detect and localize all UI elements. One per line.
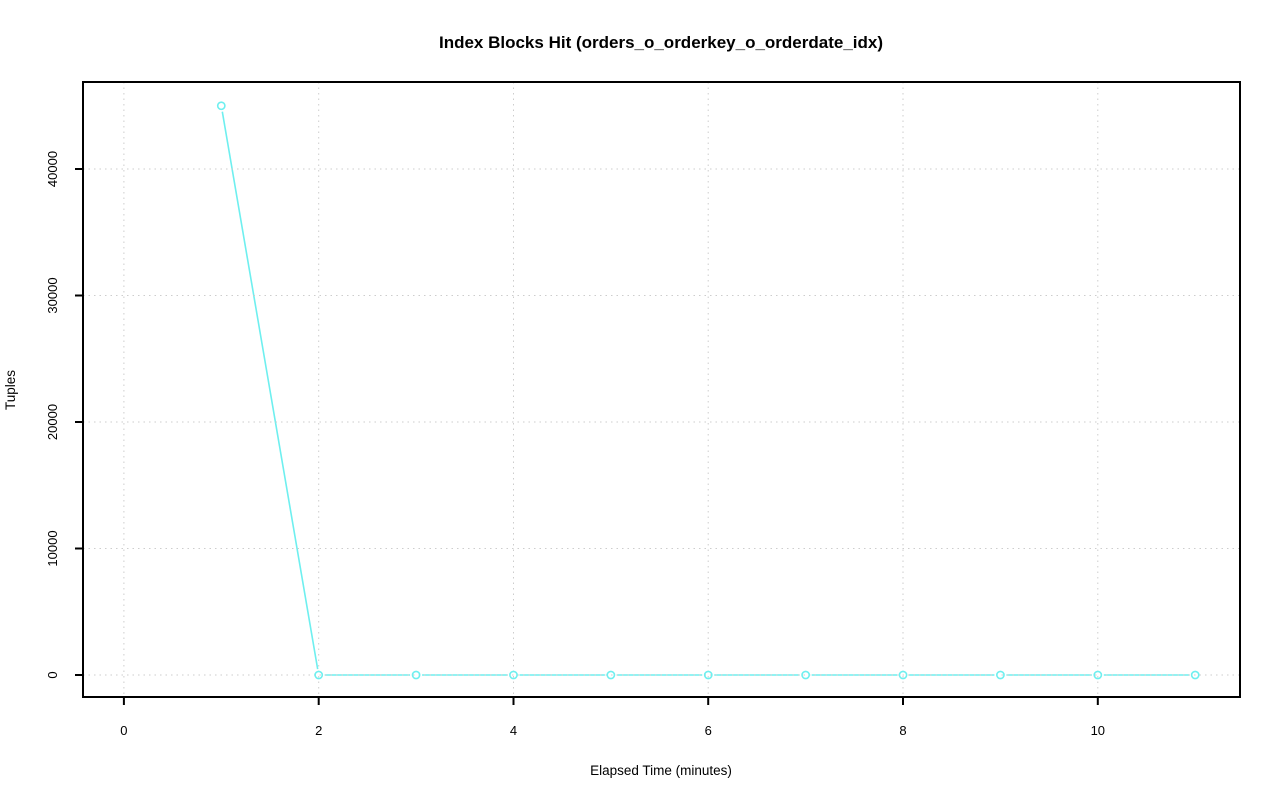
- series-line-segment: [221, 111, 319, 670]
- data-point-marker: [606, 670, 616, 680]
- series-marker-layer: [216, 101, 1200, 680]
- y-axis-title: Tuples: [3, 370, 18, 410]
- data-point-marker: [411, 670, 421, 680]
- y-tick-label: 0: [45, 671, 60, 678]
- y-tick-label: 40000: [45, 151, 60, 187]
- x-tick-label: 8: [899, 723, 906, 738]
- axis-tick-layer: [75, 168, 1099, 705]
- y-tick-label: 30000: [45, 277, 60, 313]
- data-point-marker: [314, 670, 324, 680]
- y-tick-label: 10000: [45, 530, 60, 566]
- plot-box-layer: [82, 81, 1241, 698]
- data-point-marker: [898, 670, 908, 680]
- y-tick-label: 20000: [45, 404, 60, 440]
- chart-title: Index Blocks Hit (orders_o_orderkey_o_or…: [439, 33, 883, 52]
- data-point-marker: [509, 670, 518, 680]
- series-line-layer: [221, 111, 1190, 676]
- x-tick-label: 10: [1091, 723, 1105, 738]
- x-tick-label: 4: [510, 723, 517, 738]
- tick-label-layer: 0 2 4 6 8 10 0 10000 20000 30000 40000: [45, 151, 1105, 738]
- data-point-marker: [1190, 670, 1200, 680]
- data-point-marker: [703, 670, 713, 680]
- data-point-marker: [801, 670, 811, 680]
- data-point-marker: [996, 670, 1005, 680]
- x-tick-label: 0: [120, 723, 127, 738]
- x-tick-label: 6: [705, 723, 712, 738]
- plot-box: [82, 81, 1241, 698]
- data-point-marker: [1093, 670, 1103, 680]
- x-axis-title: Elapsed Time (minutes): [590, 763, 732, 778]
- x-tick-label: 2: [315, 723, 322, 738]
- gridline-layer: [83, 82, 1240, 697]
- data-point-marker: [216, 101, 226, 111]
